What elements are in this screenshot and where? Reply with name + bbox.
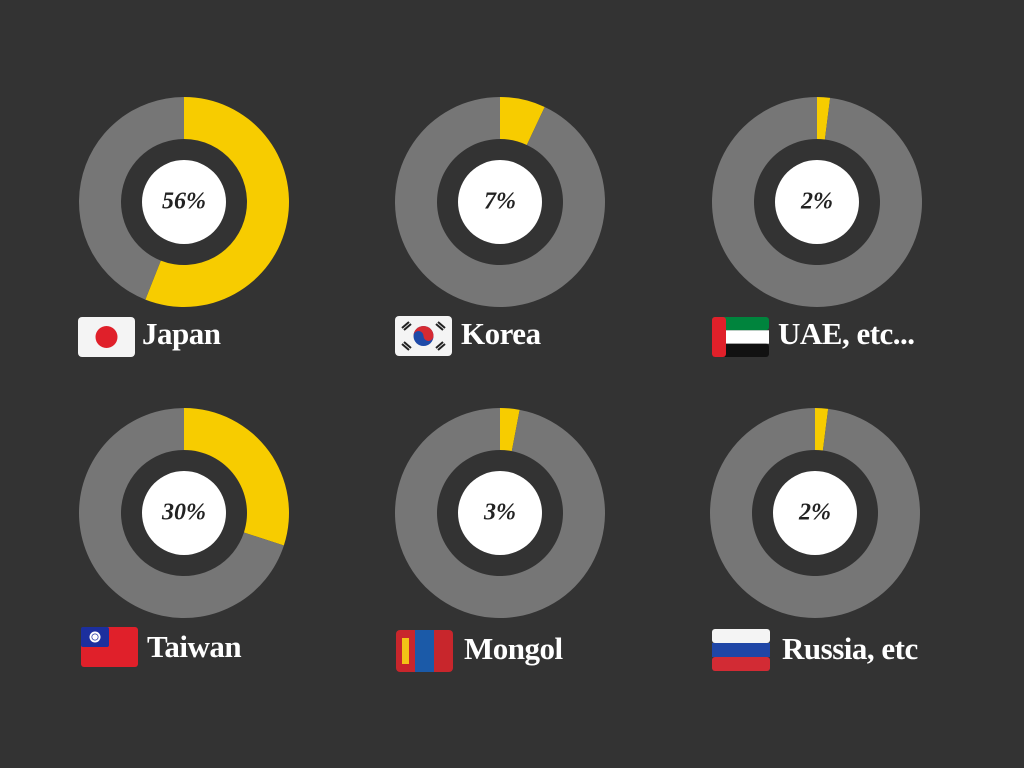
donut-center — [775, 160, 859, 244]
flag-korea — [395, 316, 452, 356]
donut-slice — [710, 408, 921, 619]
flag-taiwan — [81, 627, 138, 667]
flag-japan — [78, 317, 135, 357]
donut-slice — [184, 408, 289, 546]
value-label: 30% — [161, 500, 206, 526]
country-label: UAE, etc... — [778, 316, 915, 351]
value-label: 56% — [162, 189, 206, 215]
donut-center — [773, 471, 857, 555]
country-label: Russia, etc — [782, 631, 918, 666]
donut-slice — [815, 408, 829, 451]
donut-slice — [500, 408, 520, 452]
flag-mongolia — [396, 630, 453, 672]
country-label: Mongol — [464, 631, 564, 666]
flag-uae — [712, 317, 769, 357]
flag-russia — [712, 629, 770, 671]
donut-slice — [145, 97, 289, 307]
donut-slice — [500, 97, 545, 145]
donut-slice — [395, 408, 606, 618]
donut-center — [458, 160, 542, 244]
donut-center — [142, 471, 226, 555]
value-label: 7% — [484, 189, 516, 215]
value-label: 2% — [800, 189, 833, 215]
donut-slice — [79, 97, 184, 300]
country-label: Korea — [461, 316, 542, 351]
country-label: Taiwan — [147, 629, 241, 664]
donut-slice — [79, 408, 284, 619]
donut-center — [458, 471, 542, 555]
donut-slice — [712, 97, 923, 307]
country-label: Japan — [142, 316, 221, 351]
value-label: 2% — [798, 500, 831, 526]
donut-center — [142, 160, 226, 244]
donut-slice — [395, 97, 606, 308]
value-label: 3% — [483, 500, 516, 526]
donut-slice — [817, 97, 831, 140]
